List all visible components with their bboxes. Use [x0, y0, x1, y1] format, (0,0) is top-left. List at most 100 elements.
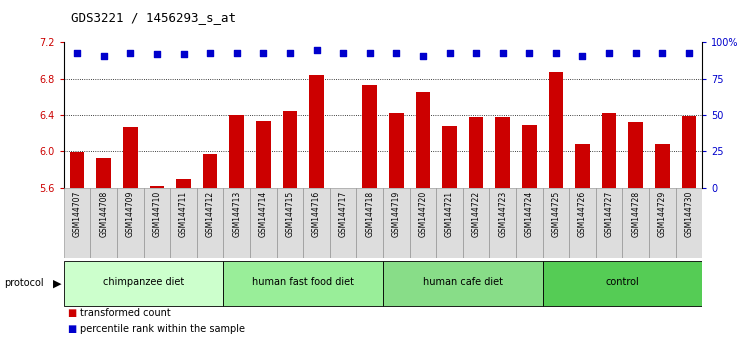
Text: GSM144727: GSM144727	[605, 190, 614, 237]
Point	[523, 50, 535, 56]
Bar	[256, 121, 270, 188]
Bar	[224, 261, 383, 306]
Bar	[676, 188, 702, 258]
Bar	[496, 117, 510, 188]
Point	[603, 50, 615, 56]
Text: percentile rank within the sample: percentile rank within the sample	[80, 324, 246, 334]
Bar	[176, 179, 191, 188]
Bar	[203, 154, 218, 188]
Bar	[629, 122, 643, 188]
Bar	[548, 73, 563, 188]
Text: GSM144729: GSM144729	[658, 190, 667, 237]
Text: GSM144709: GSM144709	[126, 190, 135, 237]
Bar	[90, 188, 117, 258]
Bar	[442, 126, 457, 188]
Text: GSM144715: GSM144715	[285, 190, 294, 237]
Text: GSM144717: GSM144717	[339, 190, 348, 237]
Bar	[543, 261, 702, 306]
Bar	[602, 113, 617, 188]
Text: ■: ■	[68, 324, 77, 334]
Bar	[303, 188, 330, 258]
Bar	[330, 188, 357, 258]
Point	[577, 53, 589, 58]
Text: GSM144725: GSM144725	[551, 190, 560, 237]
Bar	[463, 188, 490, 258]
Bar	[143, 188, 170, 258]
Bar	[569, 188, 596, 258]
Text: GSM144721: GSM144721	[445, 190, 454, 236]
Point	[151, 51, 163, 57]
Bar	[149, 186, 164, 188]
Point	[177, 51, 189, 57]
Point	[337, 50, 349, 56]
Point	[204, 50, 216, 56]
Text: ■: ■	[68, 308, 77, 318]
Text: control: control	[605, 277, 639, 287]
Point	[417, 53, 429, 58]
Bar	[596, 188, 623, 258]
Text: GSM144708: GSM144708	[99, 190, 108, 237]
Bar	[70, 152, 84, 188]
Bar	[229, 115, 244, 188]
Bar	[575, 144, 590, 188]
Bar	[409, 188, 436, 258]
Text: GDS3221 / 1456293_s_at: GDS3221 / 1456293_s_at	[71, 11, 237, 24]
Bar	[522, 125, 537, 188]
Point	[629, 50, 641, 56]
Bar	[117, 188, 143, 258]
Bar	[357, 188, 383, 258]
Bar	[64, 261, 224, 306]
Point	[496, 50, 508, 56]
Point	[656, 50, 668, 56]
Text: GSM144720: GSM144720	[418, 190, 427, 237]
Bar	[170, 188, 197, 258]
Point	[310, 47, 322, 53]
Text: GSM144726: GSM144726	[578, 190, 587, 237]
Bar	[516, 188, 543, 258]
Text: GSM144718: GSM144718	[365, 190, 374, 236]
Text: GSM144728: GSM144728	[631, 190, 640, 236]
Text: GSM144710: GSM144710	[152, 190, 161, 237]
Bar	[224, 188, 250, 258]
Bar	[436, 188, 463, 258]
Bar	[250, 188, 276, 258]
Bar	[490, 188, 516, 258]
Text: GSM144711: GSM144711	[179, 190, 188, 236]
Point	[231, 50, 243, 56]
Bar	[123, 127, 137, 188]
Text: GSM144723: GSM144723	[498, 190, 507, 237]
Bar	[363, 85, 377, 188]
Bar	[682, 116, 696, 188]
Text: GSM144714: GSM144714	[259, 190, 268, 237]
Bar	[469, 117, 484, 188]
Bar	[543, 188, 569, 258]
Bar	[383, 188, 409, 258]
Bar	[389, 113, 403, 188]
Point	[444, 50, 456, 56]
Bar	[96, 158, 111, 188]
Point	[391, 50, 403, 56]
Bar	[64, 188, 90, 258]
Point	[125, 50, 137, 56]
Text: transformed count: transformed count	[80, 308, 171, 318]
Text: GSM144716: GSM144716	[312, 190, 321, 237]
Text: GSM144719: GSM144719	[392, 190, 401, 237]
Bar	[197, 188, 224, 258]
Text: GSM144713: GSM144713	[232, 190, 241, 237]
Text: ▶: ▶	[53, 278, 61, 288]
Point	[470, 50, 482, 56]
Point	[98, 53, 110, 58]
Text: protocol: protocol	[4, 278, 44, 288]
Text: GSM144730: GSM144730	[684, 190, 693, 237]
Point	[363, 50, 376, 56]
Text: GSM144707: GSM144707	[73, 190, 82, 237]
Text: GSM144712: GSM144712	[206, 190, 215, 236]
Text: human fast food diet: human fast food diet	[252, 277, 354, 287]
Bar	[276, 188, 303, 258]
Text: chimpanzee diet: chimpanzee diet	[103, 277, 184, 287]
Text: GSM144724: GSM144724	[525, 190, 534, 237]
Point	[550, 50, 562, 56]
Text: human cafe diet: human cafe diet	[423, 277, 503, 287]
Point	[683, 50, 695, 56]
Bar	[655, 144, 670, 188]
